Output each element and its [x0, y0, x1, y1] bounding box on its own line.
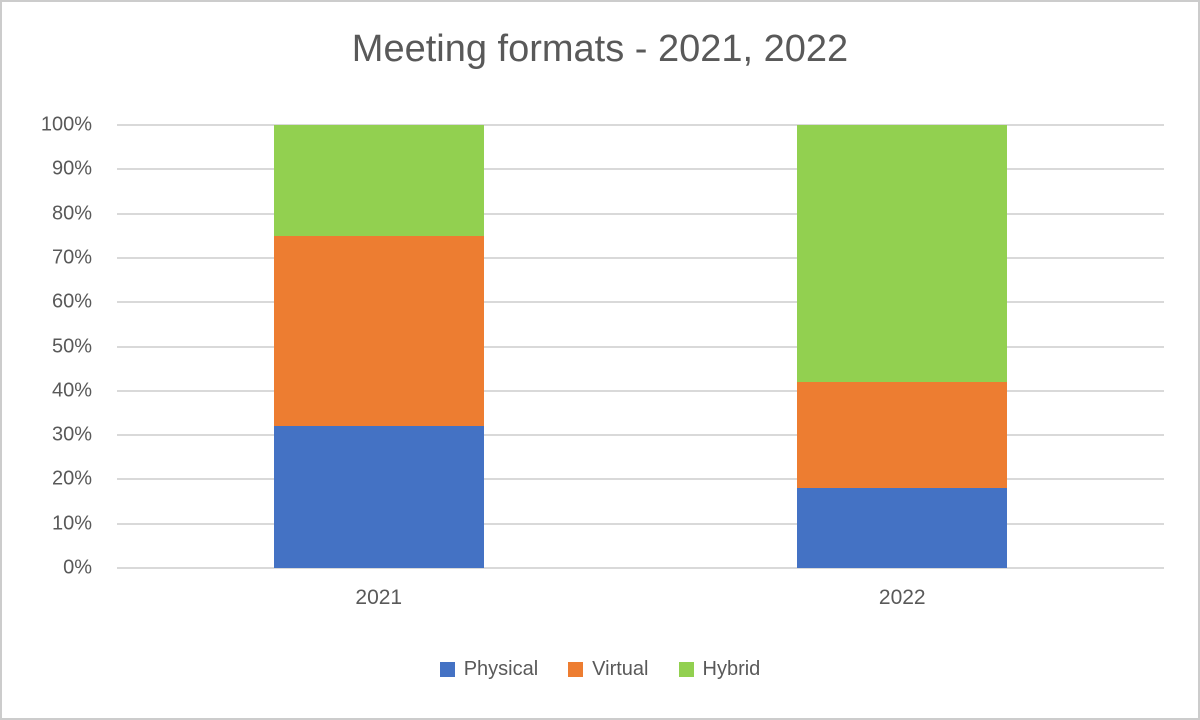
- gridline-10%: [117, 522, 1164, 525]
- bar-slot-2021: [117, 125, 641, 568]
- gridline-20%: [117, 478, 1164, 481]
- y-axis: 0% 10% 20% 30% 40% 50% 60% 70% 80% 90% 100%: [10, 114, 92, 579]
- gridline-30%: [117, 434, 1164, 437]
- legend-label-hybrid: Hybrid: [702, 658, 761, 680]
- bar-segment-physical-2022: [797, 488, 1008, 568]
- y-tick-label-50%: 50%: [51, 335, 92, 357]
- stacked-bar-2021: [273, 125, 484, 568]
- bar-slot-2022: [641, 125, 1165, 568]
- bar-segment-hybrid-2022: [797, 125, 1008, 382]
- y-tick-label-10%: 10%: [51, 512, 92, 535]
- x-axis: 2021 2022: [117, 586, 1164, 610]
- bar-slots: [117, 125, 1164, 568]
- y-tick-label-60%: 60%: [51, 290, 92, 313]
- gridline-50%: [117, 345, 1164, 348]
- bar-segment-physical-2021: [273, 426, 484, 568]
- legend: Physical Virtual Hybrid: [2, 658, 1198, 681]
- y-tick-label-80%: 80%: [51, 202, 92, 225]
- legend-swatch-hybrid: [678, 662, 694, 677]
- bar-segment-hybrid-2021: [273, 125, 484, 236]
- y-tick-label-40%: 40%: [51, 379, 92, 402]
- gridline-60%: [117, 301, 1164, 304]
- x-tick-label-2021: 2021: [355, 586, 403, 609]
- y-tick-label-70%: 70%: [51, 246, 92, 269]
- gridline-90%: [117, 168, 1164, 171]
- legend-label-physical: Physical: [463, 658, 539, 680]
- bar-segment-virtual-2021: [273, 235, 484, 427]
- legend-label-virtual: Virtual: [592, 658, 649, 680]
- gridline-0%: [117, 567, 1164, 569]
- legend-item-virtual: Virtual: [568, 658, 649, 681]
- gridline-100%: [117, 124, 1164, 126]
- y-tick-label-30%: 30%: [51, 423, 92, 446]
- plot-area: [117, 124, 1164, 569]
- legend-swatch-virtual: [568, 662, 584, 677]
- legend-item-hybrid: Hybrid: [678, 658, 761, 681]
- bar-segment-virtual-2022: [797, 381, 1008, 489]
- stacked-bar-2022: [797, 125, 1008, 568]
- gridline-40%: [117, 389, 1164, 392]
- y-tick-label-90%: 90%: [51, 157, 92, 180]
- legend-swatch-physical: [439, 662, 455, 677]
- gridline-70%: [117, 256, 1164, 259]
- x-tick-label-2022: 2022: [878, 586, 926, 609]
- y-tick-label-0%: 0%: [63, 556, 92, 579]
- gridline-80%: [117, 212, 1164, 215]
- legend-item-physical: Physical: [439, 658, 539, 681]
- y-tick-label-20%: 20%: [51, 467, 92, 490]
- chart-title: Meeting formats - 2021, 2022: [351, 28, 849, 70]
- y-tick-label-100%: 100%: [40, 113, 92, 136]
